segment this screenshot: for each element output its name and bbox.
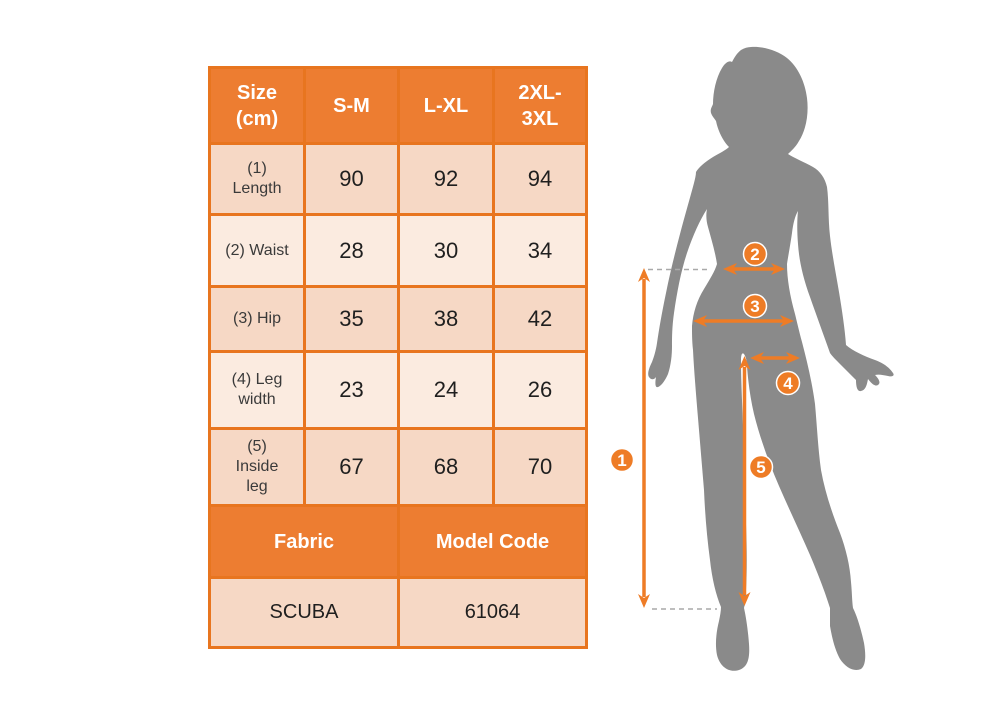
cell-value: 92 (397, 142, 495, 216)
row-label-hip: (3) Hip (208, 285, 306, 353)
marker-number-2: 2 (750, 245, 759, 264)
marker-badge-1: 1 (609, 447, 635, 473)
marker-badge-5: 5 (748, 454, 774, 480)
model-code-value: 61064 (397, 576, 588, 649)
cell-value: 94 (492, 142, 588, 216)
cell-value: 68 (397, 427, 495, 507)
cell-value: 26 (492, 350, 588, 430)
marker-number-4: 4 (783, 374, 793, 393)
size-chart-table: Size (cm) S-M L-XL 2XL- 3XL (1) Length 9… (208, 66, 588, 649)
cell-value: 30 (397, 213, 495, 288)
cell-value: 38 (397, 285, 495, 353)
marker-badge-2: 2 (742, 241, 768, 267)
cell-value: 34 (492, 213, 588, 288)
marker-number-5: 5 (756, 458, 765, 477)
arrow-4-leg-width (750, 352, 800, 364)
model-code-header: Model Code (397, 504, 588, 579)
cell-value: 42 (492, 285, 588, 353)
arrow-5-inside-leg (738, 356, 751, 606)
cell-value: 23 (303, 350, 400, 430)
cell-value: 35 (303, 285, 400, 353)
row-label-leg-width: (4) Leg width (208, 350, 306, 430)
row-label-length: (1) Length (208, 142, 306, 216)
row-label-waist: (2) Waist (208, 213, 306, 288)
arrow-3-hip (693, 315, 794, 327)
cell-value: 24 (397, 350, 495, 430)
cell-value: 67 (303, 427, 400, 507)
marker-badge-3: 3 (742, 293, 768, 319)
marker-number-3: 3 (750, 297, 759, 316)
size-unit-header: Size (cm) (208, 66, 306, 145)
cell-value: 28 (303, 213, 400, 288)
row-label-inside-leg: (5) Inside leg (208, 427, 306, 507)
measurement-diagram: 1 2 3 4 5 (609, 46, 894, 671)
arrow-2-waist (723, 263, 785, 275)
marker-badge-4: 4 (775, 370, 801, 396)
col-header-lxl: L-XL (397, 66, 495, 145)
col-header-2xl3xl: 2XL- 3XL (492, 66, 588, 145)
fabric-value: SCUBA (208, 576, 400, 649)
marker-number-1: 1 (617, 451, 626, 470)
arrow-1-length (638, 268, 650, 608)
cell-value: 70 (492, 427, 588, 507)
col-header-sm: S-M (303, 66, 400, 145)
fabric-header: Fabric (208, 504, 400, 579)
cell-value: 90 (303, 142, 400, 216)
